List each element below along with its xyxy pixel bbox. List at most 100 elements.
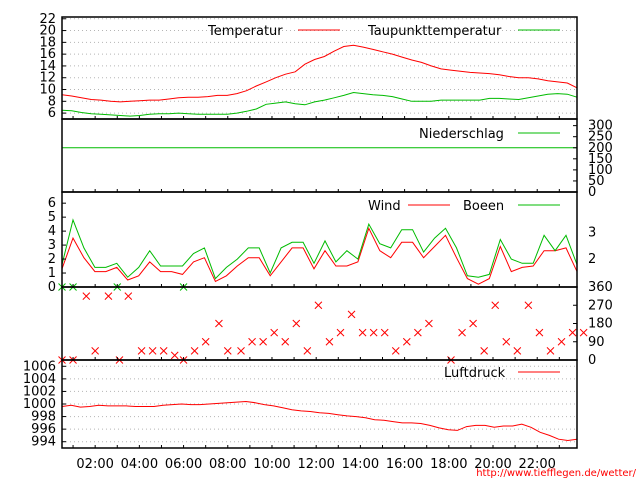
marker-stroke bbox=[546, 347, 555, 355]
wind-direction-marker bbox=[124, 292, 133, 300]
marker-stroke bbox=[281, 337, 290, 346]
marker-stroke bbox=[414, 328, 422, 337]
x-tick-label: 08:00 bbox=[209, 457, 246, 472]
y-tick-label-temperature: 14 bbox=[39, 59, 56, 74]
wind-direction-marker bbox=[201, 337, 210, 346]
legend-taupunkt-label: Taupunkttemperatur bbox=[367, 24, 502, 39]
x-tick-label: 02:00 bbox=[76, 457, 113, 472]
marker-stroke bbox=[336, 328, 345, 337]
y-tick-label-temperature: 12 bbox=[39, 71, 56, 86]
y-tick-label-precipitation: 300 bbox=[588, 119, 613, 134]
y-tick-label-wind: 1 bbox=[48, 266, 56, 281]
wind-direction-marker bbox=[190, 347, 199, 355]
y-tick-label-pressure: 1004 bbox=[23, 372, 56, 387]
y-tick-label-pressure: 998 bbox=[31, 410, 56, 425]
marker-stroke bbox=[579, 328, 588, 337]
y-tick-label-pressure: 994 bbox=[31, 435, 56, 450]
series-line-temperatur bbox=[61, 44, 578, 103]
marker-stroke bbox=[124, 292, 133, 300]
wind-direction-marker bbox=[82, 292, 91, 300]
y-tick-label-pressure: 1000 bbox=[23, 397, 56, 412]
x-tick-label: 20:00 bbox=[474, 457, 511, 472]
footer-url[interactable]: http://www.tiefflegen.de/wetter/ bbox=[476, 468, 636, 479]
wind-direction-marker bbox=[502, 337, 511, 346]
marker-stroke bbox=[491, 301, 500, 310]
marker-stroke bbox=[502, 337, 511, 346]
y-tick-label-wind-direction: 90 bbox=[588, 335, 605, 350]
y-tick-label-temperature: 18 bbox=[39, 35, 56, 50]
marker-stroke bbox=[259, 337, 267, 346]
legend-temperatur-label: Temperatur bbox=[207, 24, 283, 39]
wind-direction-marker bbox=[148, 347, 157, 355]
y-tick-label-precipitation: 200 bbox=[588, 141, 613, 156]
y-tick-label-wind: 0 bbox=[48, 280, 56, 295]
marker-stroke bbox=[82, 292, 91, 300]
wind-direction-marker bbox=[579, 328, 588, 337]
marker-stroke bbox=[380, 328, 389, 337]
y-tick-label-wind-direction: 180 bbox=[588, 317, 613, 332]
wind-direction-marker bbox=[524, 301, 533, 310]
wind-direction-marker bbox=[91, 347, 100, 355]
wind-direction-marker bbox=[281, 337, 290, 346]
y-tick-label-wind: 4 bbox=[48, 224, 56, 239]
y-tick-label-precipitation: 250 bbox=[588, 130, 613, 145]
series-line-wind bbox=[61, 226, 578, 285]
marker-stroke bbox=[557, 337, 566, 346]
legend-boeen-label: Boeen bbox=[463, 199, 504, 214]
marker-stroke bbox=[237, 347, 245, 355]
wind-direction-marker bbox=[159, 347, 168, 355]
wind-direction-marker bbox=[303, 347, 312, 355]
marker-stroke bbox=[358, 328, 367, 337]
marker-stroke bbox=[270, 328, 279, 337]
y-tick-label-wind: 6 bbox=[48, 196, 56, 211]
y-tick-label-wind: 2 bbox=[48, 252, 56, 267]
panel-pressure-legend: Luftdruck bbox=[444, 366, 560, 381]
x-tick-label: 16:00 bbox=[386, 457, 423, 472]
marker-stroke bbox=[137, 347, 146, 355]
x-tick-label: 22:00 bbox=[518, 457, 555, 472]
marker-stroke bbox=[314, 301, 323, 310]
wind-direction-marker bbox=[248, 337, 256, 346]
series-line-luftdruck bbox=[61, 400, 578, 442]
marker-stroke bbox=[303, 347, 312, 355]
y-tick-label-wind-direction: 0 bbox=[588, 353, 596, 368]
wind-direction-marker bbox=[347, 310, 356, 319]
legend-niederschlag-label: Niederschlag bbox=[419, 127, 504, 142]
series-line-boeen bbox=[61, 218, 578, 280]
wind-direction-marker bbox=[546, 347, 555, 355]
wind-direction-marker bbox=[535, 328, 544, 337]
wind-direction-marker bbox=[358, 328, 367, 337]
marker-stroke bbox=[458, 328, 466, 337]
x-tick-label: 04:00 bbox=[121, 457, 158, 472]
marker-stroke bbox=[524, 301, 533, 310]
marker-stroke bbox=[91, 347, 100, 355]
wind-direction-marker bbox=[314, 301, 323, 310]
x-tick-label: 18:00 bbox=[430, 457, 467, 472]
y-tick-label-temperature: 10 bbox=[39, 83, 56, 98]
legend-wind-label: Wind bbox=[368, 199, 401, 214]
marker-stroke bbox=[201, 337, 210, 346]
x-tick-label: 06:00 bbox=[165, 457, 202, 472]
wind-direction-marker bbox=[491, 301, 500, 310]
marker-stroke bbox=[170, 351, 179, 360]
x-tick-label: 12:00 bbox=[297, 457, 334, 472]
y-tick-label-temperature: 20 bbox=[39, 24, 56, 39]
marker-stroke bbox=[535, 328, 544, 337]
marker-stroke bbox=[104, 292, 113, 300]
marker-stroke bbox=[292, 319, 301, 328]
wind-direction-marker bbox=[425, 319, 433, 328]
y-tick-label-precipitation: 50 bbox=[588, 174, 605, 189]
marker-stroke bbox=[369, 328, 378, 337]
wind-direction-marker bbox=[104, 292, 113, 300]
legend-luftdruck-label: Luftdruck bbox=[444, 366, 506, 381]
y-tick-label-wind: 3 bbox=[48, 238, 56, 253]
wind-direction-marker bbox=[170, 351, 179, 360]
marker-stroke bbox=[148, 347, 157, 355]
y-tick-label-pressure: 1006 bbox=[23, 359, 56, 374]
panel-temperature-legend: Temperatur Taupunkttemperatur bbox=[207, 24, 560, 39]
wind-direction-marker bbox=[223, 347, 232, 355]
wind-direction-marker bbox=[480, 347, 489, 355]
marker-stroke bbox=[223, 347, 232, 355]
y-tick-label-precipitation: 0 bbox=[588, 185, 596, 200]
